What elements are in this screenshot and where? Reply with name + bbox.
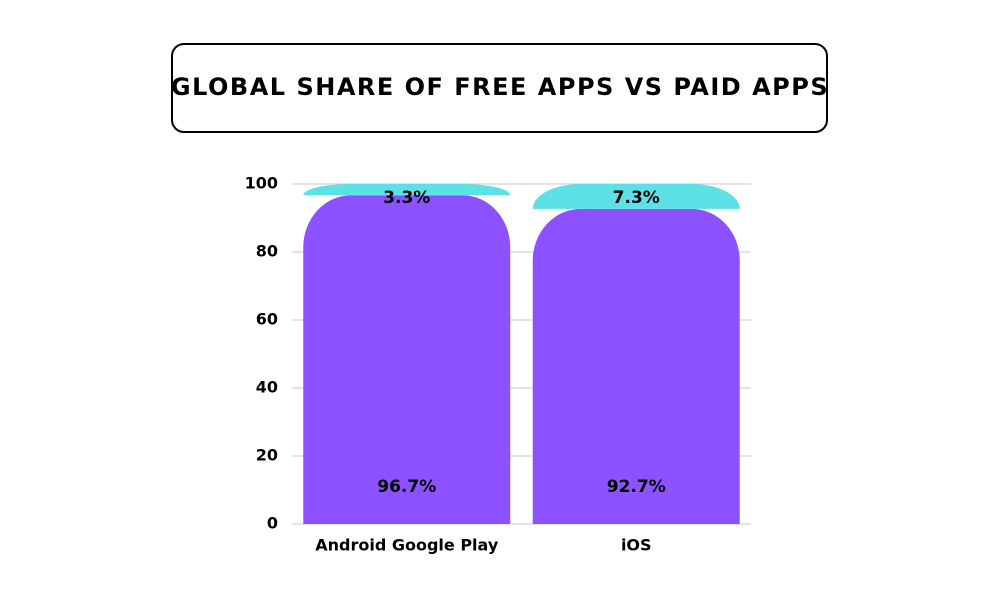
- x-tick-label: Android Google Play: [315, 536, 499, 555]
- y-tick-label: 0: [267, 514, 278, 533]
- x-tick-label: iOS: [621, 536, 652, 555]
- value-label: 7.3%: [613, 188, 660, 208]
- value-label: 92.7%: [607, 477, 666, 497]
- bar-segment: [532, 184, 740, 209]
- y-tick-label: 60: [256, 310, 278, 329]
- value-label: 96.7%: [377, 477, 436, 497]
- title-box: [171, 43, 828, 133]
- y-tick-label: 40: [256, 378, 278, 397]
- y-tick-label: 100: [245, 174, 278, 193]
- bar-segment: [532, 208, 740, 524]
- bar-segment: [303, 184, 511, 196]
- chart-title: GLOBAL SHARE OF FREE APPS VS PAID APPS: [171, 73, 829, 101]
- y-tick-label: 80: [256, 242, 278, 261]
- value-label: 3.3%: [383, 188, 430, 208]
- bar-segment: [303, 195, 511, 524]
- y-tick-label: 20: [256, 446, 278, 465]
